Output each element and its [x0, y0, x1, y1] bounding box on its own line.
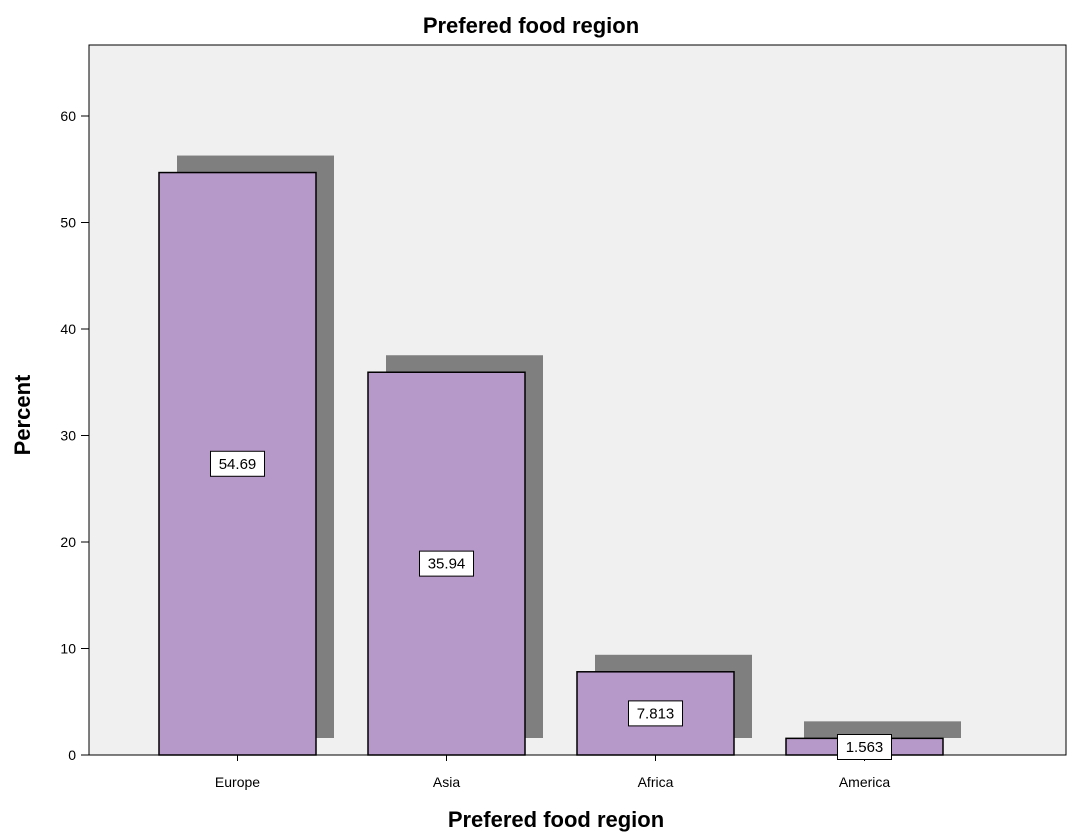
x-tick-label: Europe — [215, 774, 260, 790]
data-label: 7.813 — [637, 705, 675, 722]
y-tick-label: 30 — [60, 428, 76, 444]
x-axis: Europe Asia Africa America — [89, 754, 1066, 790]
y-tick-label: 20 — [60, 534, 76, 550]
x-tick-label: Africa — [638, 774, 674, 790]
y-axis: 0 10 20 30 40 50 60 — [60, 45, 90, 763]
x-axis-title: Prefered food region — [448, 807, 664, 832]
chart-title: Prefered food region — [423, 13, 639, 38]
data-label: 35.94 — [428, 556, 466, 573]
y-axis-title: Percent — [10, 374, 35, 455]
data-labels: 54.69 35.94 7.813 1.563 — [210, 450, 892, 760]
data-label: 54.69 — [219, 456, 257, 473]
x-tick-label: America — [839, 774, 891, 790]
y-tick-label: 60 — [60, 108, 76, 124]
data-label-box — [837, 734, 892, 760]
bar-shadow — [804, 721, 961, 738]
data-label: 1.563 — [846, 739, 884, 756]
y-tick-label: 40 — [60, 321, 76, 337]
y-tick-label: 10 — [60, 641, 76, 657]
y-tick-label: 0 — [68, 747, 76, 763]
data-label-box — [419, 550, 474, 577]
x-tick-label: Asia — [433, 774, 460, 790]
data-label-box — [210, 450, 265, 477]
data-label-box — [628, 700, 683, 727]
y-tick-label: 50 — [60, 215, 76, 231]
